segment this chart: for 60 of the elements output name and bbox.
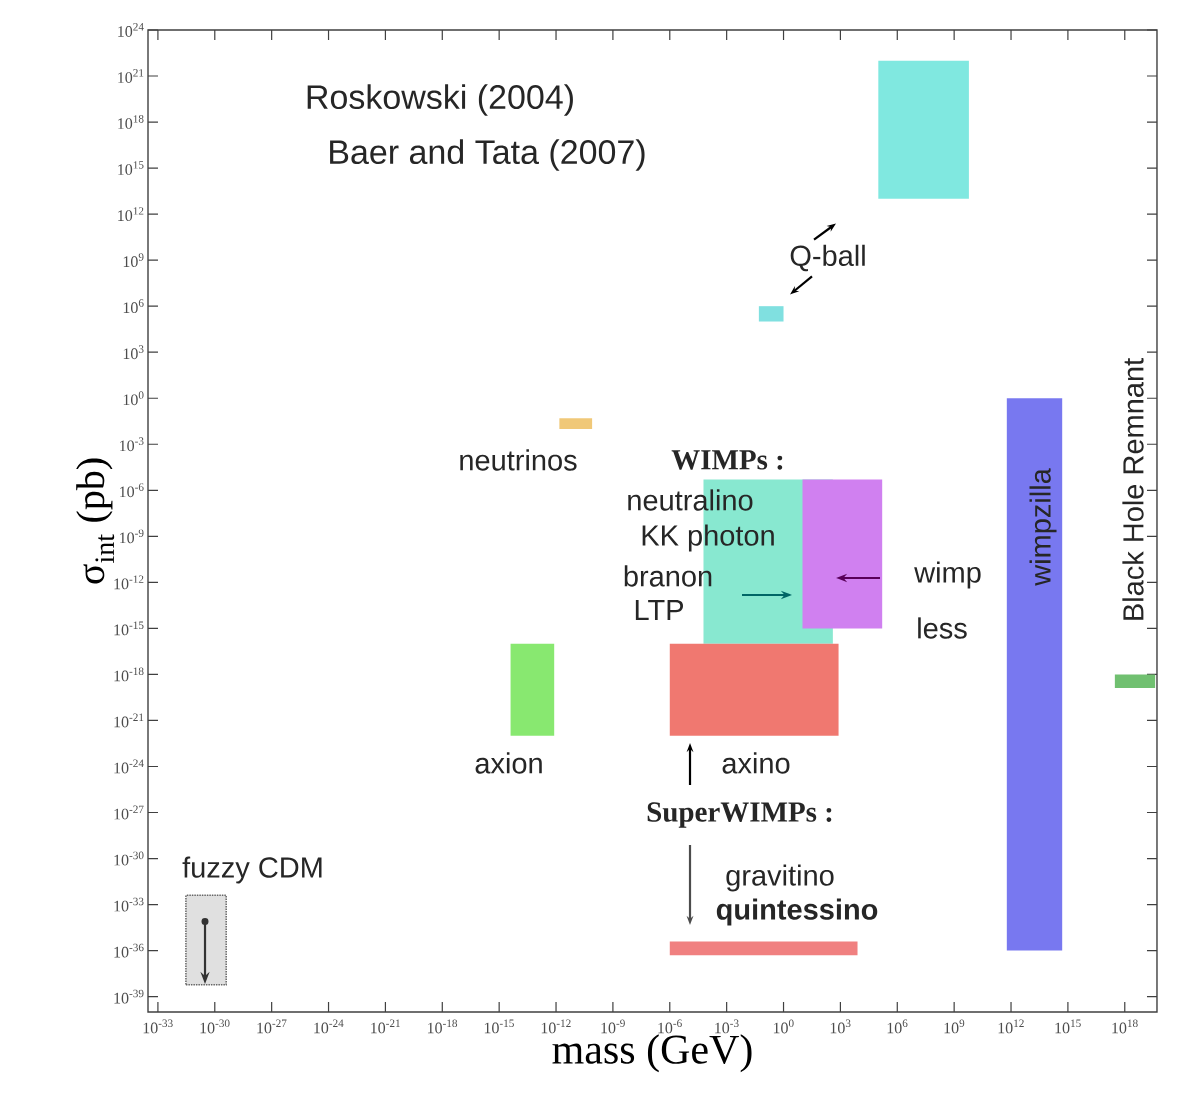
annotation: wimp: [914, 561, 981, 589]
x-tick-label: 10$^{12}$: [998, 1019, 1024, 1034]
y-tick-label: 10$^{-15}$: [114, 621, 144, 636]
annotation: axion: [475, 752, 542, 774]
y-tick-label: 10$^{12}$: [118, 207, 144, 222]
annotation: Q-ball: [790, 244, 865, 272]
y-tick-label: 10$^{-18}$: [114, 667, 144, 682]
y-tick-label: 10$^{0}$: [123, 391, 144, 406]
x-tick-label: 10$^{-12}$: [541, 1019, 571, 1034]
annotation: branon: [624, 565, 712, 587]
y-tick-label: 10$^{-27}$: [114, 805, 144, 820]
x-axis-title: mass (GeV): [552, 1034, 752, 1073]
y-tick-label: 10$^{21}$: [118, 69, 144, 83]
annotation: wimpzilla: [1029, 468, 1057, 586]
annotation: Black Hole Remnant: [1122, 358, 1144, 620]
annotation: gravitino: [726, 864, 834, 892]
x-tick-label: 10$^{6}$: [887, 1019, 908, 1034]
annotation: Roskowski (2004): [307, 84, 573, 116]
annotation: fuzzy CDM: [182, 856, 322, 884]
annotation: quintessino: [716, 898, 878, 926]
annotation: WIMPs :: [671, 450, 783, 470]
x-tick-label: 10$^{-18}$: [427, 1019, 458, 1034]
x-tick-label: 10$^{-27}$: [257, 1019, 287, 1034]
y-tick-label: 10$^{-33}$: [114, 897, 144, 912]
y-tick-label: 10$^{-9}$: [120, 529, 144, 544]
y-tick-label: 10$^{18}$: [118, 115, 144, 129]
y-tick-label: 10$^{-12}$: [114, 575, 144, 590]
x-tick-label: 10$^{-33}$: [143, 1019, 173, 1034]
annotation: Baer and Tata (2007): [330, 139, 645, 171]
y-tick-label: 10$^{-36}$: [114, 943, 144, 958]
x-tick-label: 10$^{-30}$: [200, 1019, 230, 1034]
annotation: neutralino: [628, 489, 753, 511]
y-tick-label: 10$^{-3}$: [120, 437, 144, 452]
x-tick-label: 10$^{-24}$: [314, 1019, 344, 1034]
annotation: LTP: [635, 600, 684, 620]
y-tick-label: 10$^{-39}$: [114, 989, 144, 1004]
annotation: axino: [722, 752, 790, 774]
y-axis-title: σ$_{int}$ (pb): [76, 458, 115, 584]
x-tick-label: 10$^{-9}$: [601, 1019, 625, 1034]
x-tick-label: 10$^{3}$: [830, 1019, 851, 1034]
y-tick-label: 10$^{-30}$: [114, 851, 144, 866]
y-tick-label: 10$^{-24}$: [114, 759, 144, 774]
x-tick-label: 10$^{-6}$: [658, 1019, 682, 1034]
x-tick-label: 10$^{15}$: [1055, 1019, 1081, 1034]
y-tick-label: 10$^{15}$: [118, 161, 144, 175]
annotation: less: [918, 617, 967, 639]
x-tick-label: 10$^{18}$: [1112, 1019, 1138, 1034]
x-tick-label: 10$^{9}$: [944, 1019, 965, 1034]
x-tick-label: 10$^{-3}$: [715, 1019, 739, 1034]
x-tick-label: 10$^{-15}$: [484, 1019, 514, 1034]
x-tick-label: 10$^{0}$: [773, 1019, 794, 1034]
annotation: neutrinos: [460, 449, 577, 471]
y-tick-label: 10$^{6}$: [123, 299, 144, 314]
y-tick-label: 10$^{3}$: [123, 345, 144, 360]
x-tick-label: 10$^{-21}$: [371, 1019, 400, 1034]
y-tick-label: 10$^{-6}$: [120, 483, 144, 498]
y-tick-label: 10$^{24}$: [118, 23, 144, 37]
y-tick-label: 10$^{-21}$: [114, 713, 144, 728]
annotation: SuperWIMPs :: [647, 802, 832, 828]
y-tick-label: 10$^{9}$: [123, 253, 144, 268]
